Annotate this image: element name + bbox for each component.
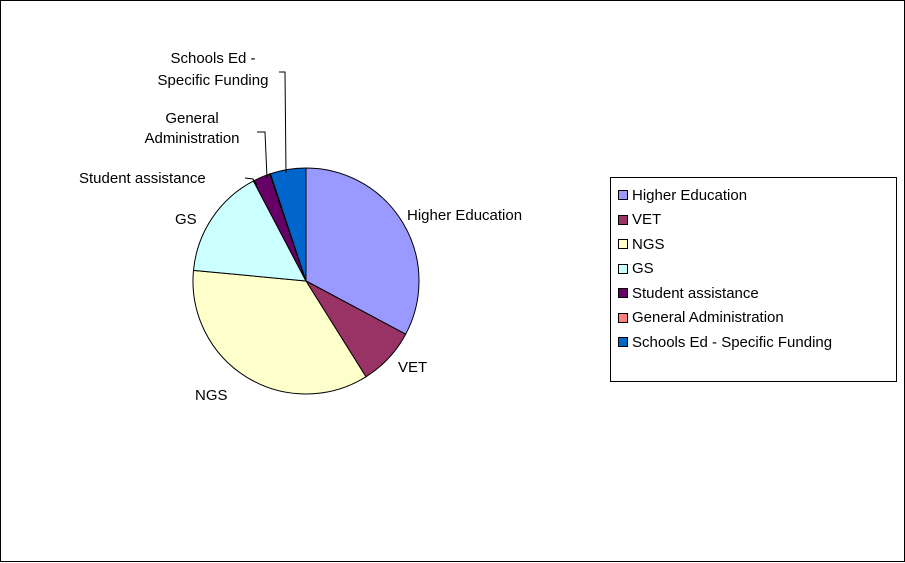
leader-line-general-administration — [257, 131, 268, 179]
legend-item-ngs: NGS — [611, 232, 896, 257]
legend-swatch — [618, 337, 628, 348]
legend-swatch — [618, 288, 628, 299]
slice-label-vet: VET — [398, 359, 427, 376]
legend-label: Schools Ed - Specific Funding — [632, 333, 833, 351]
leader-lines — [244, 71, 287, 186]
legend-swatch — [618, 263, 628, 274]
legend-swatch — [618, 190, 628, 201]
pie-slices — [192, 167, 420, 395]
slice-label-higher-education: Higher Education — [407, 207, 522, 224]
legend-item-higher-education: Higher Education — [611, 183, 896, 208]
legend: Higher Education VET NGS GS Student assistan… — [610, 177, 897, 382]
legend-item-student-assistance: Student assistance — [611, 281, 896, 306]
legend-swatch — [618, 239, 628, 250]
pie-slice-schools-ed-specific-funding — [269, 167, 307, 282]
pie-slice-higher-education — [305, 167, 420, 335]
slice-label-gs: GS — [175, 211, 197, 228]
legend-item-schools-ed-specific-funding: Schools Ed - Specific Funding — [611, 330, 896, 355]
legend-label: GS — [632, 260, 654, 278]
slice-label-ngs: NGS — [195, 387, 228, 404]
legend-label: Higher Education — [632, 186, 748, 204]
slice-label-student-assistance: Student assistance — [79, 170, 206, 187]
legend-item-general-administration: General Administration — [611, 306, 896, 331]
legend-item-gs: GS — [611, 257, 896, 282]
legend-swatch — [618, 312, 628, 323]
leader-line-schools-ed-specific-funding — [279, 71, 287, 174]
legend-label: NGS — [632, 235, 665, 253]
slice-label-general-administration: General Administration — [144, 110, 239, 147]
legend-label: General Administration — [632, 309, 784, 327]
pie-slice-gs — [192, 180, 307, 282]
legend-label: VET — [632, 211, 662, 229]
legend-swatch — [618, 214, 628, 225]
legend-label: Student assistance — [632, 284, 759, 302]
legend-item-vet: VET — [611, 208, 896, 233]
leader-line-student-assistance — [244, 177, 258, 186]
pie-slice-ngs — [192, 269, 367, 395]
slice-labels: Higher Education VET NGS GS Student assistan… — [79, 50, 522, 404]
slice-label-schools-ed-specific-funding: Schools Ed -Specific Funding — [158, 50, 269, 89]
